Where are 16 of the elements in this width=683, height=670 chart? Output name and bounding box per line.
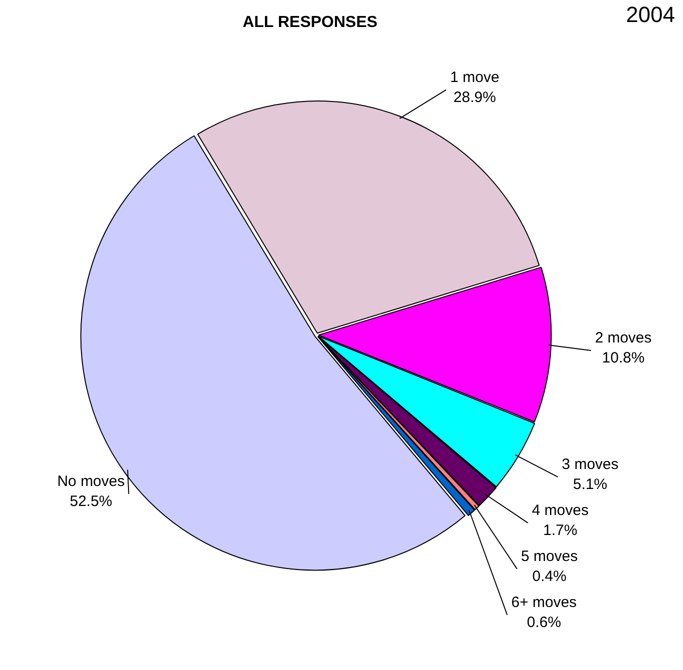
data-label: 28.9% — [453, 88, 496, 106]
chart-title: ALL RESPONSES — [242, 14, 378, 32]
slice-label: No moves — [57, 473, 125, 490]
data-label: 0.4% — [532, 568, 566, 585]
slice-label: 3 moves — [562, 456, 619, 473]
slice-label: 1 move — [450, 68, 500, 86]
text: 2004 — [626, 2, 675, 28]
data-label: 5.1% — [573, 476, 608, 493]
data-label: 0.6% — [526, 614, 562, 631]
slice-label: 5 moves — [521, 548, 578, 565]
slice-label: 4 moves — [532, 502, 589, 519]
slice-label: 6+ moves — [511, 594, 577, 611]
data-label: 1.7% — [543, 522, 578, 539]
slice-label: 2 moves — [594, 330, 652, 347]
data-label: 10.8% — [602, 350, 645, 367]
data-label: 52.5% — [70, 493, 112, 510]
